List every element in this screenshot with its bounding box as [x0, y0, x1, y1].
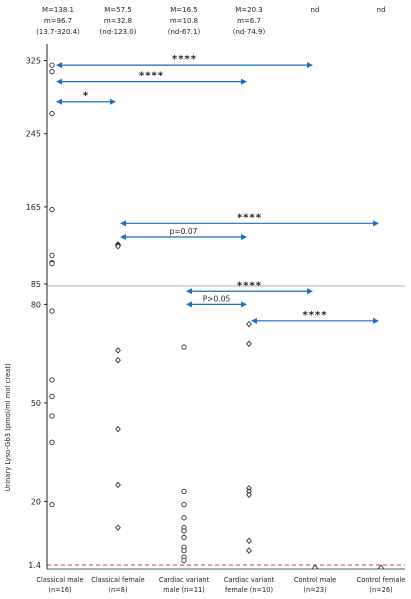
category-stat-text: m=10.8 [170, 17, 198, 25]
data-point [49, 377, 55, 383]
category-stat-text: (13.7-320.4) [36, 28, 80, 36]
arrowhead-right [241, 78, 247, 85]
data-point [115, 347, 121, 354]
x-category-sublabel: (n=23) [303, 586, 326, 594]
data-point [246, 547, 252, 554]
category-stat-text: M=138.1 [42, 6, 74, 14]
data-point [115, 425, 121, 433]
arrowhead-right [373, 220, 379, 227]
category-stat-text: M=57.5 [104, 6, 132, 14]
data-point [377, 564, 385, 570]
category-stat-text: m=6.7 [237, 17, 261, 25]
data-point [49, 308, 55, 314]
data-point [181, 547, 187, 554]
data-point [49, 501, 55, 508]
arrowhead-left [251, 317, 257, 324]
arrowhead-left [120, 234, 126, 241]
data-point [246, 537, 252, 545]
arrowhead-left [56, 78, 62, 85]
y-tick-label: 20 [31, 497, 41, 506]
data-point [181, 534, 187, 541]
y-tick-label: 245 [26, 130, 41, 139]
x-category-label: Classical female [91, 576, 145, 584]
significance-label: * [83, 91, 89, 102]
category-stat-text: (nd-74.9) [233, 28, 266, 36]
category-stat-text: M=20.3 [235, 6, 263, 14]
data-point [49, 260, 55, 267]
data-point [49, 413, 55, 419]
arrowhead-left [186, 301, 192, 308]
y-tick-label: 80 [31, 300, 41, 309]
arrowhead-right [307, 288, 313, 295]
significance-label: **** [237, 280, 262, 291]
y-tick-label: 50 [31, 399, 41, 408]
data-point [181, 488, 187, 495]
arrowhead-left [186, 288, 192, 295]
data-point [181, 344, 187, 350]
x-category-sublabel: (n=8) [108, 586, 127, 594]
arrowhead-left [56, 98, 62, 105]
category-stat-text: m=32.8 [104, 17, 132, 25]
x-category-sublabel: male (n=11) [163, 586, 205, 594]
y-tick-label: 85 [31, 280, 41, 289]
x-category-label: Cardiac variant [159, 576, 210, 584]
data-point [246, 320, 252, 328]
arrowhead-right [110, 98, 116, 105]
significance-label: **** [303, 310, 328, 321]
arrowhead-right [241, 301, 247, 308]
data-point [311, 564, 319, 570]
data-point [181, 501, 187, 508]
data-point [115, 356, 121, 364]
significance-label: **** [172, 54, 197, 65]
x-category-sublabel: (n=26) [369, 586, 392, 594]
significance-label: p=0.07 [170, 227, 198, 236]
data-point [115, 481, 121, 489]
data-point [49, 393, 55, 399]
x-category-label: Control female [357, 576, 406, 584]
data-point [181, 515, 187, 521]
x-category-sublabel: female (n=10) [225, 586, 273, 594]
data-point [115, 242, 121, 250]
data-point [246, 340, 252, 348]
category-stat-text: nd [377, 6, 386, 14]
y-axis-label: Urinary Lyso-Gb3 (pmol/ml mol creat) [4, 363, 12, 492]
category-stat-text: M=16.5 [170, 6, 198, 14]
category-stat-text: nd [311, 6, 320, 14]
arrowhead-right [373, 317, 379, 324]
arrowhead-left [120, 220, 126, 227]
y-tick-label: 165 [26, 203, 41, 212]
significance-label: P>0.05 [203, 294, 231, 303]
arrowhead-right [307, 62, 313, 69]
data-point [246, 491, 252, 499]
data-point [49, 252, 55, 258]
data-point [181, 557, 187, 564]
x-category-label: Classical male [36, 576, 83, 584]
data-point [181, 528, 187, 534]
x-category-label: Control male [294, 576, 336, 584]
arrowhead-left [56, 62, 62, 69]
data-point [49, 206, 55, 213]
significance-label: **** [237, 212, 262, 223]
arrowhead-right [241, 234, 247, 241]
data-point [115, 524, 121, 531]
category-stat-text: (nd-123.0) [100, 28, 137, 36]
y-tick-label: 325 [26, 57, 41, 66]
data-point [49, 110, 55, 117]
x-category-sublabel: (n=16) [48, 586, 71, 594]
data-point [49, 439, 55, 445]
category-stat-text: m=96.7 [44, 17, 72, 25]
significance-label: **** [139, 71, 164, 82]
x-category-label: Cardiac variant [224, 576, 275, 584]
data-point [49, 62, 55, 68]
threshold-label: 1.4 [28, 561, 41, 570]
category-stat-text: (nd-67.1) [168, 28, 201, 36]
data-point [49, 68, 55, 75]
